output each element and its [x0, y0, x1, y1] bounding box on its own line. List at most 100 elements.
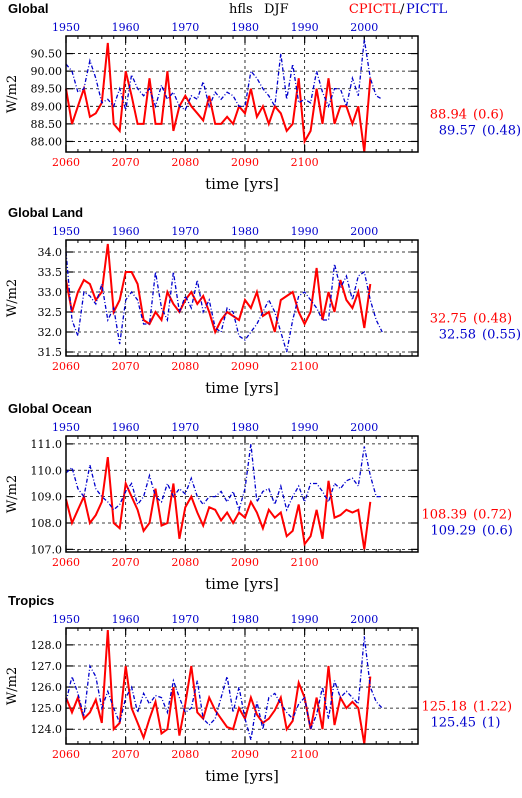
stat-exp-mean: 32.75 — [430, 311, 467, 326]
series-line-pictl — [65, 443, 383, 513]
x-top-tick-label: 1980 — [231, 613, 259, 626]
y-tick-label: 124.0 — [31, 723, 63, 736]
x-bottom-tick-label: 2060 — [52, 556, 80, 569]
x-bottom-tick-label: 2080 — [171, 156, 199, 169]
x-top-tick-label: 1950 — [52, 613, 80, 626]
x-bottom-tick-label: 2060 — [52, 156, 80, 169]
plot-frame — [65, 35, 419, 153]
y-tick-label: 34.0 — [38, 246, 63, 259]
header-season: DJF — [264, 2, 289, 17]
stat-ctl-std: (0.48) — [482, 123, 521, 138]
y-tick-label: 32.0 — [38, 326, 63, 339]
chart-panel-2: Global Land 2060 2070 2080 2090 2100 1950 1960 1… — [5, 205, 521, 397]
x-bottom-tick-label: 2060 — [52, 748, 80, 761]
y-axis-label: W/m2 — [5, 279, 20, 317]
y-axis-label: W/m2 — [5, 475, 20, 513]
x-top-tick-label: 1990 — [291, 421, 319, 434]
x-top-tick-label: 1970 — [171, 421, 199, 434]
y-tick-label: 90.50 — [31, 48, 63, 61]
y-tick-label: 90.00 — [31, 65, 63, 78]
x-top-tick-label: 1990 — [291, 21, 319, 34]
stat-exp-mean: 108.39 — [422, 507, 468, 522]
x-top-tick-label: 1990 — [291, 225, 319, 238]
panel-title: Tropics — [8, 593, 54, 608]
x-bottom-tick-label: 2090 — [231, 556, 259, 569]
x-bottom-tick-label: 2100 — [291, 748, 319, 761]
x-bottom-tick-label: 2090 — [231, 156, 259, 169]
series-line-cpictl — [65, 456, 372, 550]
x-top-tick-label: 1980 — [231, 225, 259, 238]
y-tick-label: 33.0 — [38, 286, 63, 299]
y-tick-label: 108.0 — [31, 517, 63, 530]
y-tick-label: 125.0 — [31, 702, 63, 715]
x-top-tick-label: 1980 — [231, 421, 259, 434]
plot-frame — [65, 239, 419, 357]
x-bottom-tick-label: 2070 — [112, 360, 140, 373]
stat-exp-std: (1.22) — [473, 699, 512, 714]
stat-exp-std: (0.72) — [473, 507, 512, 522]
x-top-tick-label: 1960 — [112, 225, 140, 238]
header-variable: hfls — [229, 2, 253, 17]
y-tick-label: 109.0 — [31, 491, 63, 504]
x-top-tick-label: 2000 — [350, 21, 378, 34]
x-top-tick-label: 1960 — [112, 421, 140, 434]
plot-frame — [65, 435, 419, 553]
x-axis-label: time [yrs] — [205, 767, 279, 785]
panel-title: Global — [8, 1, 48, 16]
y-tick-label: 110.0 — [31, 464, 63, 477]
x-top-tick-label: 2000 — [350, 421, 378, 434]
x-bottom-tick-label: 2070 — [112, 156, 140, 169]
chart-panel-1: Global CPICTL / PICTL 2060 2070 2080 2090 2100 19… — [5, 1, 521, 193]
x-top-tick-label: 1950 — [52, 225, 80, 238]
chart-panel-4: Tropics 2060 2070 2080 2090 2100 1950 1960 1970 1… — [5, 593, 512, 785]
header-separator: / — [400, 2, 405, 17]
y-axis-label: W/m2 — [5, 667, 20, 705]
x-top-tick-label: 2000 — [350, 613, 378, 626]
x-top-tick-label: 1990 — [291, 613, 319, 626]
y-tick-label: 32.5 — [38, 306, 63, 319]
stat-ctl-std: (0.55) — [482, 327, 521, 342]
y-tick-label: 89.00 — [31, 100, 63, 113]
y-tick-label: 128.0 — [31, 639, 63, 652]
x-axis-label: time [yrs] — [205, 575, 279, 593]
series-line-cpictl — [65, 630, 372, 745]
chart-panels: Global CPICTL / PICTL 2060 2070 2080 2090 2100 19… — [5, 1, 521, 785]
stat-exp-mean: 88.94 — [430, 107, 467, 122]
x-axis-label: time [yrs] — [205, 379, 279, 397]
x-top-tick-label: 1970 — [171, 225, 199, 238]
x-top-tick-label: 1950 — [52, 421, 80, 434]
x-top-tick-label: 1970 — [171, 613, 199, 626]
y-tick-label: 88.00 — [31, 135, 63, 148]
x-bottom-tick-label: 2070 — [112, 748, 140, 761]
x-bottom-tick-label: 2080 — [171, 556, 199, 569]
header-exp-label: CPICTL — [349, 2, 400, 17]
y-tick-label: 107.0 — [31, 543, 63, 556]
y-tick-label: 88.50 — [31, 118, 63, 131]
y-tick-label: 89.50 — [31, 83, 63, 96]
x-top-tick-label: 1970 — [171, 21, 199, 34]
plot-frame — [65, 627, 419, 745]
stat-ctl-std: (0.6) — [482, 523, 513, 538]
stat-ctl-mean: 109.29 — [431, 523, 477, 538]
stat-ctl-mean: 89.57 — [439, 123, 476, 138]
panel-title: Global Land — [8, 205, 83, 220]
header-ctl-label: PICTL — [406, 2, 448, 17]
x-top-tick-label: 1950 — [52, 21, 80, 34]
y-tick-label: 31.5 — [38, 346, 63, 359]
x-bottom-tick-label: 2090 — [231, 748, 259, 761]
stat-exp-mean: 125.18 — [422, 699, 468, 714]
series-line-cpictl — [65, 42, 372, 153]
x-top-tick-label: 1960 — [112, 21, 140, 34]
chart-panel-3: Global Ocean 2060 2070 2080 2090 2100 1950 1960… — [5, 401, 513, 593]
panel-title: Global Ocean — [8, 401, 92, 416]
x-bottom-tick-label: 2070 — [112, 556, 140, 569]
series-line-pictl — [65, 251, 383, 353]
x-bottom-tick-label: 2060 — [52, 360, 80, 373]
y-tick-label: 126.0 — [31, 681, 63, 694]
x-bottom-tick-label: 2100 — [291, 360, 319, 373]
stat-ctl-mean: 32.58 — [439, 327, 476, 342]
series-line-pictl — [65, 39, 383, 111]
y-axis-label: W/m2 — [5, 75, 20, 113]
series-line-pictl — [65, 636, 383, 740]
